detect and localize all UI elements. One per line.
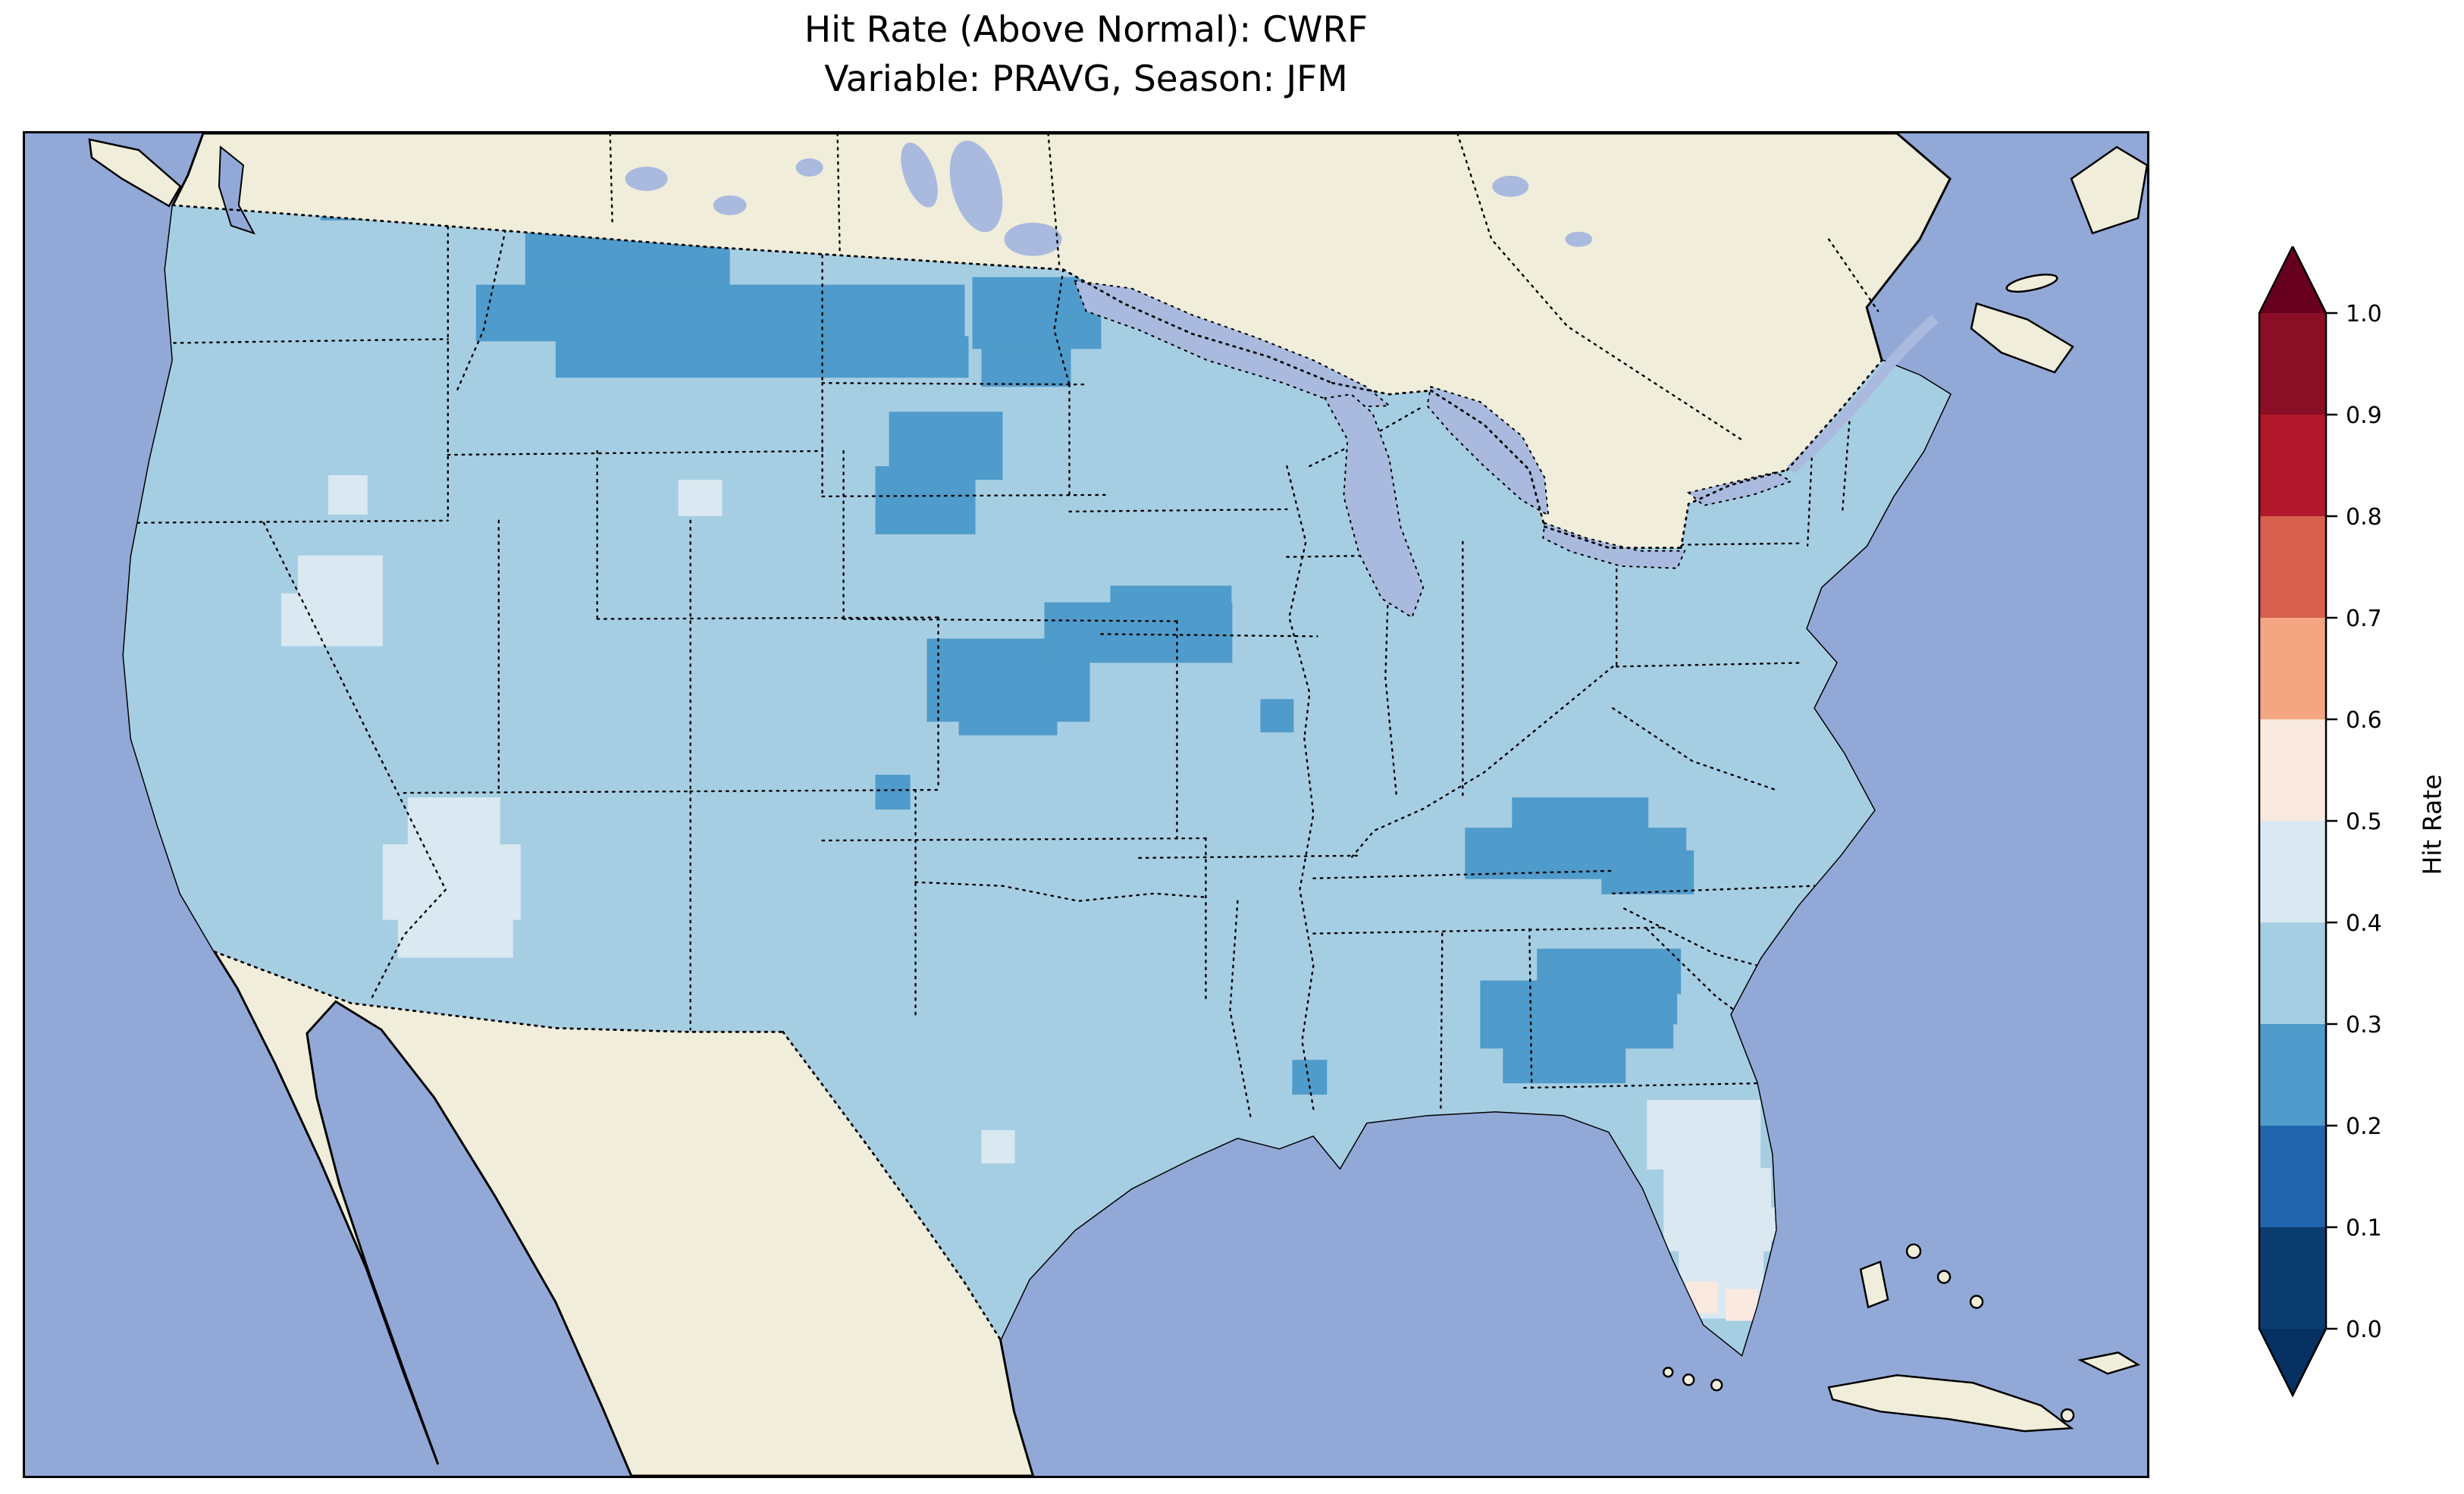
hit-rate-grid-patch — [382, 844, 521, 920]
florida-key — [1662, 1367, 1674, 1378]
rio-grande-border — [782, 1030, 1002, 1341]
hit-rate-grid-patch — [1110, 585, 1232, 628]
st-lawrence-river — [1787, 315, 1939, 475]
hit-rate-grid-patch — [1292, 1060, 1328, 1095]
canada-province-border — [1047, 133, 1061, 269]
colorbar-bin-0.7-0.8 — [2259, 516, 2326, 618]
bahama-island — [1936, 1270, 1951, 1284]
hit-rate-grid-patch — [875, 466, 976, 534]
colorbar-bin-0.8-0.9 — [2259, 415, 2326, 516]
caribbean-island — [2060, 1408, 2075, 1423]
hit-rate-grid-patch — [1726, 1289, 1758, 1321]
hit-rate-grid-patch — [981, 1130, 1015, 1164]
great-lakes — [1073, 280, 1939, 619]
hit-rate-grid-patch — [1647, 1100, 1761, 1170]
lake-of-the-woods — [1004, 222, 1062, 256]
colorbar-tick-label: 0.0 — [2346, 1317, 2382, 1343]
prince-edward-island — [2005, 274, 2058, 293]
colorbar-canvas: 1.0 0.9 0.8 0.7 0.6 0.5 0.4 0.3 0.2 0.1 0.0 — [2258, 244, 2382, 1398]
lake-ontario — [1687, 471, 1793, 506]
colorbar: 1.0 0.9 0.8 0.7 0.6 0.5 0.4 0.3 0.2 0.1 0.0 — [2237, 244, 2464, 1429]
lake-manitoba — [901, 143, 938, 208]
bahama-island — [1969, 1295, 1984, 1309]
colorbar-bin-0.9-1.0 — [2259, 313, 2326, 415]
colorbar-bin-0.4-0.5 — [2259, 821, 2326, 922]
small-lake — [795, 158, 823, 177]
hit-rate-grid-patch — [297, 555, 383, 601]
small-lake — [625, 166, 668, 191]
small-lake — [1492, 175, 1529, 197]
hit-rate-grid-patch — [981, 345, 1071, 387]
colorbar-tick-label: 0.8 — [2346, 504, 2382, 531]
colorbar-label: Hit Rate — [2417, 774, 2447, 875]
figure-title-line-1: Hit Rate (Above Normal): CWRF — [804, 9, 1368, 51]
colorbar-bin-0.2-0.3 — [2259, 1024, 2326, 1126]
lake-superior — [1073, 280, 1392, 409]
hit-rate-grid-patch — [1503, 1039, 1626, 1084]
colorbar-tick-label: 0.5 — [2346, 809, 2382, 835]
canada-lakes — [625, 140, 1593, 256]
colorbar-tick-label: 0.9 — [2346, 402, 2382, 429]
colorbar-bin-0.6-0.7 — [2259, 618, 2326, 719]
map-canvas — [25, 133, 2147, 1476]
vancouver-island — [88, 138, 182, 208]
map-figure — [23, 131, 2149, 1478]
andros-island — [1859, 1260, 1889, 1309]
canada-province-border — [1456, 133, 1743, 441]
lake-erie — [1542, 521, 1686, 569]
hit-rate-grid-patch — [328, 475, 368, 515]
florida-key — [1682, 1373, 1695, 1386]
hit-rate-grid-patch — [1260, 699, 1294, 733]
country-borders — [171, 133, 1883, 1341]
us-mexico-border — [213, 951, 785, 1033]
lake-winnipeg — [949, 140, 1003, 233]
colorbar-extend-low — [2259, 1329, 2326, 1395]
hit-rate-grid-patch — [281, 593, 383, 647]
colorbar-bin-0.1-0.2 — [2259, 1126, 2326, 1227]
figure-title: Hit Rate (Above Normal): CWRF Variable: … — [23, 6, 2149, 105]
hit-rate-grid-patch — [1615, 963, 1678, 1025]
bahama-island — [1905, 1243, 1922, 1259]
islands — [88, 138, 2147, 1433]
cuba — [1827, 1374, 2074, 1433]
colorbar-bin-0.3-0.4 — [2259, 922, 2326, 1024]
hit-rate-grid-patch — [475, 284, 965, 342]
colorbar-tick-label: 0.2 — [2346, 1113, 2382, 1140]
lake-huron — [1426, 385, 1550, 517]
colorbar-tick-label: 0.3 — [2346, 1012, 2382, 1038]
hit-rate-grid-patch — [678, 479, 723, 516]
puget-sound — [218, 145, 255, 235]
colorbar-tick-label: 1.0 — [2346, 301, 2382, 327]
florida-key — [1710, 1379, 1723, 1392]
hit-rate-grid-patch — [397, 913, 513, 958]
hit-rate-grid-patch — [1512, 797, 1649, 841]
us-canada-border — [171, 204, 1064, 271]
newfoundland — [2070, 146, 2147, 235]
nova-scotia — [1970, 302, 2074, 374]
colorbar-bin-0.5-0.6 — [2259, 719, 2326, 821]
colorbar-tick-label: 0.6 — [2346, 707, 2382, 734]
lake-michigan — [1323, 393, 1425, 619]
colorbar-bin-0.0-0.1 — [2259, 1227, 2326, 1329]
hit-rate-grid-patch — [1663, 1167, 1772, 1251]
caribbean-island — [2077, 1351, 2141, 1375]
small-lake — [1565, 231, 1593, 247]
hit-rate-grid-patch — [407, 797, 500, 850]
colorbar-tick-label: 0.4 — [2346, 910, 2382, 937]
hit-rate-grid-patch — [555, 336, 969, 378]
figure-title-line-2: Variable: PRAVG, Season: JFM — [824, 58, 1348, 100]
colorbar-tick-label: 0.1 — [2346, 1215, 2382, 1242]
hit-rate-grid-patch — [958, 702, 1058, 736]
hit-rate-grid-patch — [875, 775, 911, 810]
conus-region — [123, 205, 1951, 1355]
colorbar-tick-label: 0.7 — [2346, 606, 2382, 632]
canada-province-border — [836, 133, 841, 252]
data-patch-layer — [281, 205, 1796, 1321]
small-lake — [713, 195, 747, 215]
hit-rate-grid-patch — [1601, 850, 1694, 894]
colorbar-extend-high — [2259, 246, 2326, 313]
canada-province-border — [1827, 238, 1879, 312]
canada-province-border — [609, 133, 613, 225]
